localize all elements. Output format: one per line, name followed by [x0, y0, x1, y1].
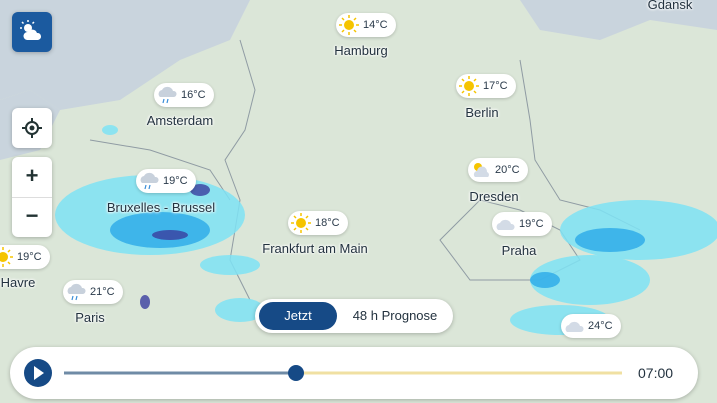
- forecast-button[interactable]: 48 h Prognose: [352, 308, 438, 323]
- temperature-marker[interactable]: 24°C: [561, 314, 621, 338]
- temperature: 14°C: [363, 19, 388, 31]
- city-label: Berlin: [465, 105, 499, 120]
- temperature-marker[interactable]: 19°C: [0, 245, 50, 269]
- city-label: Praha: [501, 243, 537, 258]
- city-label: Frankfurt am Main: [262, 241, 368, 256]
- city-label: Amsterdam: [146, 113, 214, 128]
- city-label: Bruxelles - Brussel: [106, 200, 216, 215]
- city-label: Havre: [0, 275, 36, 290]
- timeline-knob[interactable]: [288, 365, 304, 381]
- locate-button[interactable]: [12, 108, 52, 148]
- temperature-marker[interactable]: 18°C: [288, 211, 348, 235]
- weather-icon: [473, 163, 489, 177]
- zoom-in[interactable]: +: [25, 163, 39, 188]
- temperature: 18°C: [315, 217, 340, 229]
- current-time: 07:00: [638, 365, 674, 381]
- time-toggle: Jetzt 48 h Prognose: [255, 299, 453, 333]
- weather-layer-button[interactable]: [12, 12, 52, 52]
- timeline-track: [24, 359, 622, 387]
- temperature: 20°C: [495, 164, 520, 176]
- now-button[interactable]: Jetzt: [259, 302, 337, 330]
- city-label: Gdansk: [647, 0, 693, 12]
- temperature-marker[interactable]: 21°C: [63, 280, 123, 304]
- timeline-bar: 07:00: [10, 347, 698, 399]
- temperature-marker[interactable]: 19°C: [136, 169, 196, 193]
- weather-icon: [339, 15, 359, 35]
- temperature-marker[interactable]: 17°C: [456, 74, 516, 98]
- weather-icon: [459, 76, 479, 96]
- weather-icon: [291, 213, 311, 233]
- zoom-out[interactable]: −: [12, 197, 52, 237]
- temperature: 19°C: [519, 218, 544, 230]
- temperature: 17°C: [483, 80, 508, 92]
- city-label: Dresden: [469, 189, 519, 204]
- temperature: 19°C: [17, 251, 42, 263]
- weather-icon: [67, 283, 86, 301]
- city-label: Hamburg: [334, 43, 388, 58]
- weather-icon: [496, 219, 515, 230]
- weather-icon: [0, 247, 13, 267]
- temperature: 21°C: [90, 286, 115, 298]
- temperature-marker[interactable]: 20°C: [468, 158, 528, 182]
- temperature: 19°C: [163, 175, 188, 187]
- temperature-marker[interactable]: 19°C: [492, 212, 552, 236]
- temperature: 24°C: [588, 320, 613, 332]
- temperature: 16°C: [181, 89, 206, 101]
- temperature-marker[interactable]: 14°C: [336, 13, 396, 37]
- weather-icon: [565, 321, 584, 332]
- temperature-marker[interactable]: 16°C: [154, 83, 214, 107]
- weather-icon: [158, 86, 177, 104]
- weather-icon: [140, 172, 159, 190]
- zoom-controls: + −: [12, 157, 52, 237]
- city-label: Paris: [75, 310, 105, 325]
